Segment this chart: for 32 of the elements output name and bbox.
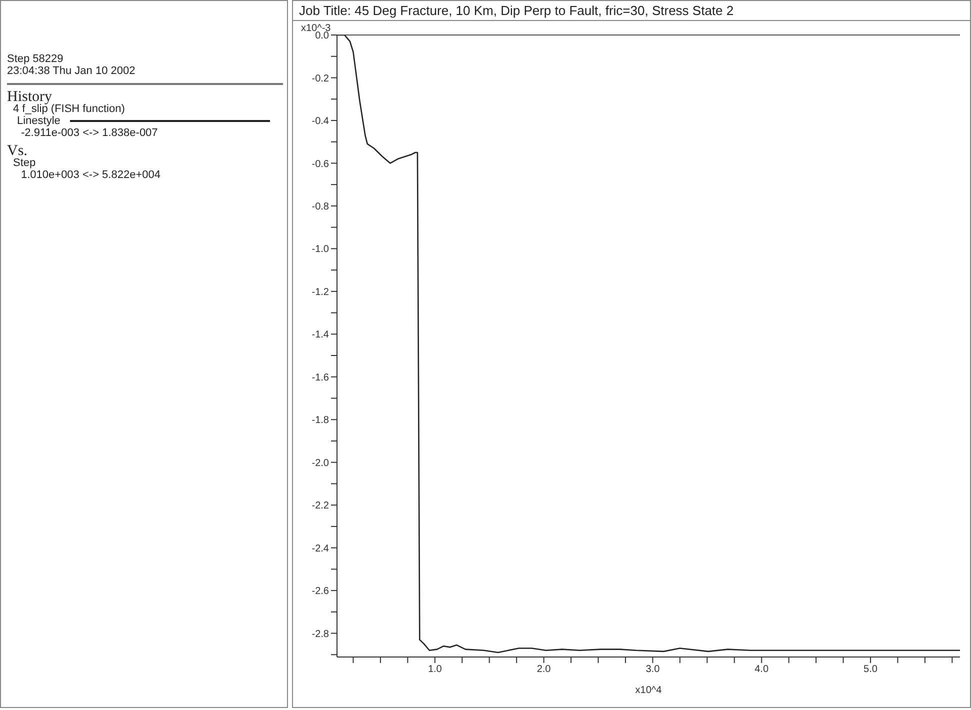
y-tick-label: -1.2 (312, 286, 330, 298)
y-tick-label: -1.4 (312, 330, 330, 341)
x-tick-label: 1.0 (428, 664, 442, 676)
text: Step 58229 (7, 53, 64, 65)
y-tick-label: -2.4 (312, 543, 330, 554)
x-tick-label: 5.0 (864, 664, 878, 676)
text: Vs. (7, 143, 28, 159)
y-tick-label: -0.6 (312, 158, 330, 170)
chart-title: Job Title: 45 Deg Fracture, 10 Km, Dip Perp to Fault, fric=30, Stress State 2 (293, 1, 970, 21)
y-tick-label: -1.6 (312, 372, 330, 384)
y-tick-label: -0.8 (312, 201, 330, 212)
x-axis-title: x10^4 (635, 685, 662, 696)
text: History (7, 89, 52, 105)
y-tick-label: -0.2 (312, 73, 330, 84)
text: Step (13, 157, 36, 169)
y-tick-label: -0.4 (312, 116, 330, 128)
text: -2.911e-003 <-> 1.838e-007 (21, 127, 158, 139)
y-tick-label: -2.8 (312, 628, 330, 640)
line-series (337, 35, 960, 654)
x-tick-label: 4.0 (754, 664, 769, 676)
text: 1.010e+003 <-> 5.822e+004 (21, 169, 160, 181)
y-tick-label: -2.6 (312, 586, 330, 598)
y-tick-label: -2.2 (312, 500, 330, 512)
text: 4 f_slip (FISH function) (13, 103, 125, 115)
x-tick-label: 3.0 (646, 664, 660, 676)
text: Linestyle (17, 115, 60, 127)
y-tick-label: -2.0 (312, 458, 330, 469)
y-tick-label: 0.0 (315, 30, 330, 42)
y-tick-label: -1.8 (312, 415, 330, 426)
x-tick-label: 2.0 (536, 664, 552, 676)
y-tick-label: -1.0 (312, 244, 330, 256)
text: 23:04:38 Thu Jan 10 2002 (7, 65, 136, 77)
